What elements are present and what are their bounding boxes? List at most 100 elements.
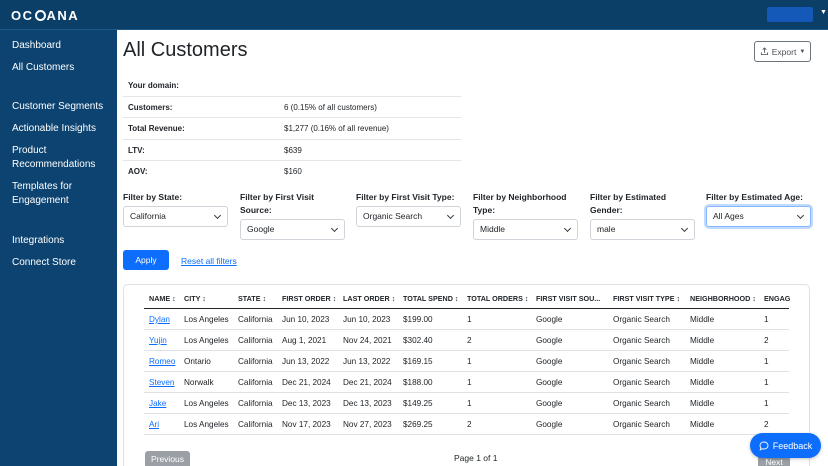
- first-visit-source-select-value: Google: [247, 224, 275, 234]
- column-header-first-visit-type[interactable]: FIRST VISIT TYPE ↕: [613, 294, 681, 303]
- export-button[interactable]: Export ▼: [754, 41, 811, 62]
- stat-label: LTV:: [128, 145, 145, 155]
- cell-neighborhood: Middle: [690, 420, 715, 429]
- cell-neighborhood: Middle: [690, 336, 715, 345]
- cell-state: California: [238, 420, 273, 429]
- sidebar-item-actionable-insights[interactable]: Actionable Insights: [12, 123, 96, 134]
- stat-value: $639: [284, 145, 302, 155]
- sidebar-item-dashboard[interactable]: Dashboard: [12, 40, 61, 51]
- cell-engagement: 1: [764, 357, 769, 366]
- main-content: All Customers Export ▼ Your domain: Cust…: [117, 30, 828, 466]
- cell-engagement: 1: [764, 399, 769, 408]
- cell-first-visit-type: Organic Search: [613, 378, 670, 387]
- reset-filters-link[interactable]: Reset all filters: [181, 256, 237, 266]
- state-select[interactable]: California: [123, 206, 228, 227]
- export-label: Export: [771, 46, 797, 57]
- sidebar-item-integrations[interactable]: Integrations: [12, 235, 65, 246]
- cell-state: California: [238, 378, 273, 387]
- sidebar: Dashboard All Customers Customer Segment…: [0, 30, 117, 466]
- first-visit-type-select[interactable]: Organic Search: [356, 206, 461, 227]
- cell-first-visit-source: Google: [536, 399, 563, 408]
- cell-city: Los Angeles: [184, 336, 229, 345]
- cell-first-order: Aug 1, 2021: [282, 336, 327, 345]
- customer-name-link[interactable]: Jake: [149, 399, 167, 408]
- feedback-label: Feedback: [772, 440, 813, 451]
- sidebar-item-product-recommendations[interactable]: Product Recommendations: [12, 145, 96, 170]
- customer-name-link[interactable]: Steven: [149, 378, 175, 387]
- estimated-gender-select[interactable]: male: [590, 219, 695, 240]
- estimated-age-select[interactable]: All Ages: [706, 206, 811, 227]
- customer-name-link[interactable]: Yujin: [149, 336, 167, 345]
- chevron-down-icon: [446, 211, 455, 220]
- neighborhood-type-select[interactable]: Middle: [473, 219, 578, 240]
- sidebar-item-customer-segments[interactable]: Customer Segments: [12, 101, 104, 112]
- column-header-first-order[interactable]: FIRST ORDER ↕: [282, 294, 337, 303]
- stat-label: Customers:: [128, 102, 173, 112]
- sidebar-item-connect-store[interactable]: Connect Store: [12, 257, 76, 268]
- filter-first-visit-type: Filter by First Visit Type: Organic Sear…: [356, 191, 461, 227]
- chevron-down-icon: [563, 224, 572, 233]
- apply-button[interactable]: Apply: [123, 250, 169, 270]
- column-header-total-orders[interactable]: TOTAL ORDERS ↕: [467, 294, 529, 303]
- cell-city: Norwalk: [184, 378, 214, 387]
- account-menu-button[interactable]: [767, 7, 813, 22]
- cell-total-orders: 1: [467, 399, 472, 408]
- cell-last-order: Jun 13, 2022: [343, 357, 391, 366]
- table-row: Romeo Ontario California Jun 13, 2022 Ju…: [144, 351, 789, 372]
- column-header-first-visit-source[interactable]: FIRST VISIT SOU...: [536, 294, 601, 303]
- filter-neighborhood-type: Filter by Neighborhood Type: Middle: [473, 191, 578, 240]
- stat-value: $160: [284, 167, 302, 176]
- stat-label: AOV:: [128, 167, 148, 176]
- cell-total-spend: $149.25: [403, 399, 433, 408]
- column-header-state[interactable]: STATE ↕: [238, 294, 267, 303]
- cell-first-visit-source: Google: [536, 357, 563, 366]
- cell-engagement: 2: [764, 420, 769, 429]
- chevron-down-icon: [330, 224, 339, 233]
- caret-down-icon[interactable]: ▼: [820, 9, 827, 16]
- cell-total-orders: 1: [467, 357, 472, 366]
- column-header-total-spend[interactable]: TOTAL SPEND ↕: [403, 294, 459, 303]
- cell-first-order: Jun 10, 2023: [282, 315, 330, 324]
- top-bar: OC ANA ▼: [0, 0, 828, 30]
- sidebar-item-templates-for-engagement[interactable]: Templates for Engagement: [12, 181, 73, 206]
- stat-row-domain: Your domain:: [123, 75, 461, 97]
- cell-first-visit-type: Organic Search: [613, 315, 670, 324]
- chevron-down-icon: [680, 224, 689, 233]
- estimated-gender-select-value: male: [597, 224, 616, 234]
- cell-state: California: [238, 357, 273, 366]
- table-row: Yujin Los Angeles California Aug 1, 2021…: [144, 330, 789, 351]
- cell-city: Los Angeles: [184, 399, 229, 408]
- filter-estimated-age-label: Filter by Estimated Age:: [706, 192, 803, 202]
- customer-name-link[interactable]: Romeo: [149, 357, 176, 366]
- cell-first-visit-type: Organic Search: [613, 420, 670, 429]
- first-visit-type-select-value: Organic Search: [363, 211, 423, 221]
- sidebar-item-all-customers[interactable]: All Customers: [12, 62, 75, 73]
- first-visit-source-select[interactable]: Google: [240, 219, 345, 240]
- chevron-down-icon: [796, 211, 805, 220]
- cell-total-orders: 1: [467, 315, 472, 324]
- chevron-down-icon: [213, 211, 222, 220]
- filter-neighborhood-type-label: Filter by Neighborhood Type:: [473, 192, 567, 215]
- column-header-neighborhood[interactable]: NEIGHBORHOOD ↕: [690, 294, 756, 303]
- column-header-last-order[interactable]: LAST ORDER ↕: [343, 294, 396, 303]
- cell-neighborhood: Middle: [690, 357, 715, 366]
- page-info: Page 1 of 1: [454, 453, 498, 463]
- filter-estimated-gender-label: Filter by Estimated Gender:: [590, 192, 667, 215]
- filter-estimated-age: Filter by Estimated Age: All Ages: [706, 191, 811, 227]
- logo-ring-icon: [34, 10, 46, 21]
- column-header-city[interactable]: CITY ↕: [184, 294, 206, 303]
- column-header-engagement[interactable]: ENGAG: [764, 294, 791, 303]
- previous-page-button[interactable]: Previous: [145, 451, 190, 466]
- customer-name-link[interactable]: Ari: [149, 420, 160, 429]
- feedback-button[interactable]: Feedback: [750, 433, 821, 458]
- estimated-age-select-value: All Ages: [713, 211, 744, 221]
- cell-first-visit-source: Google: [536, 315, 563, 324]
- column-header-name[interactable]: NAME ↕: [149, 294, 176, 303]
- stat-value: $1,277 (0.16% of all revenue): [284, 124, 389, 133]
- cell-neighborhood: Middle: [690, 315, 715, 324]
- cell-total-spend: $302.40: [403, 336, 433, 345]
- customer-name-link[interactable]: Dylan: [149, 315, 170, 324]
- cell-first-order: Nov 17, 2023: [282, 420, 331, 429]
- logo[interactable]: OC ANA: [11, 8, 79, 23]
- filter-first-visit-source-label: Filter by First Visit Source:: [240, 192, 315, 215]
